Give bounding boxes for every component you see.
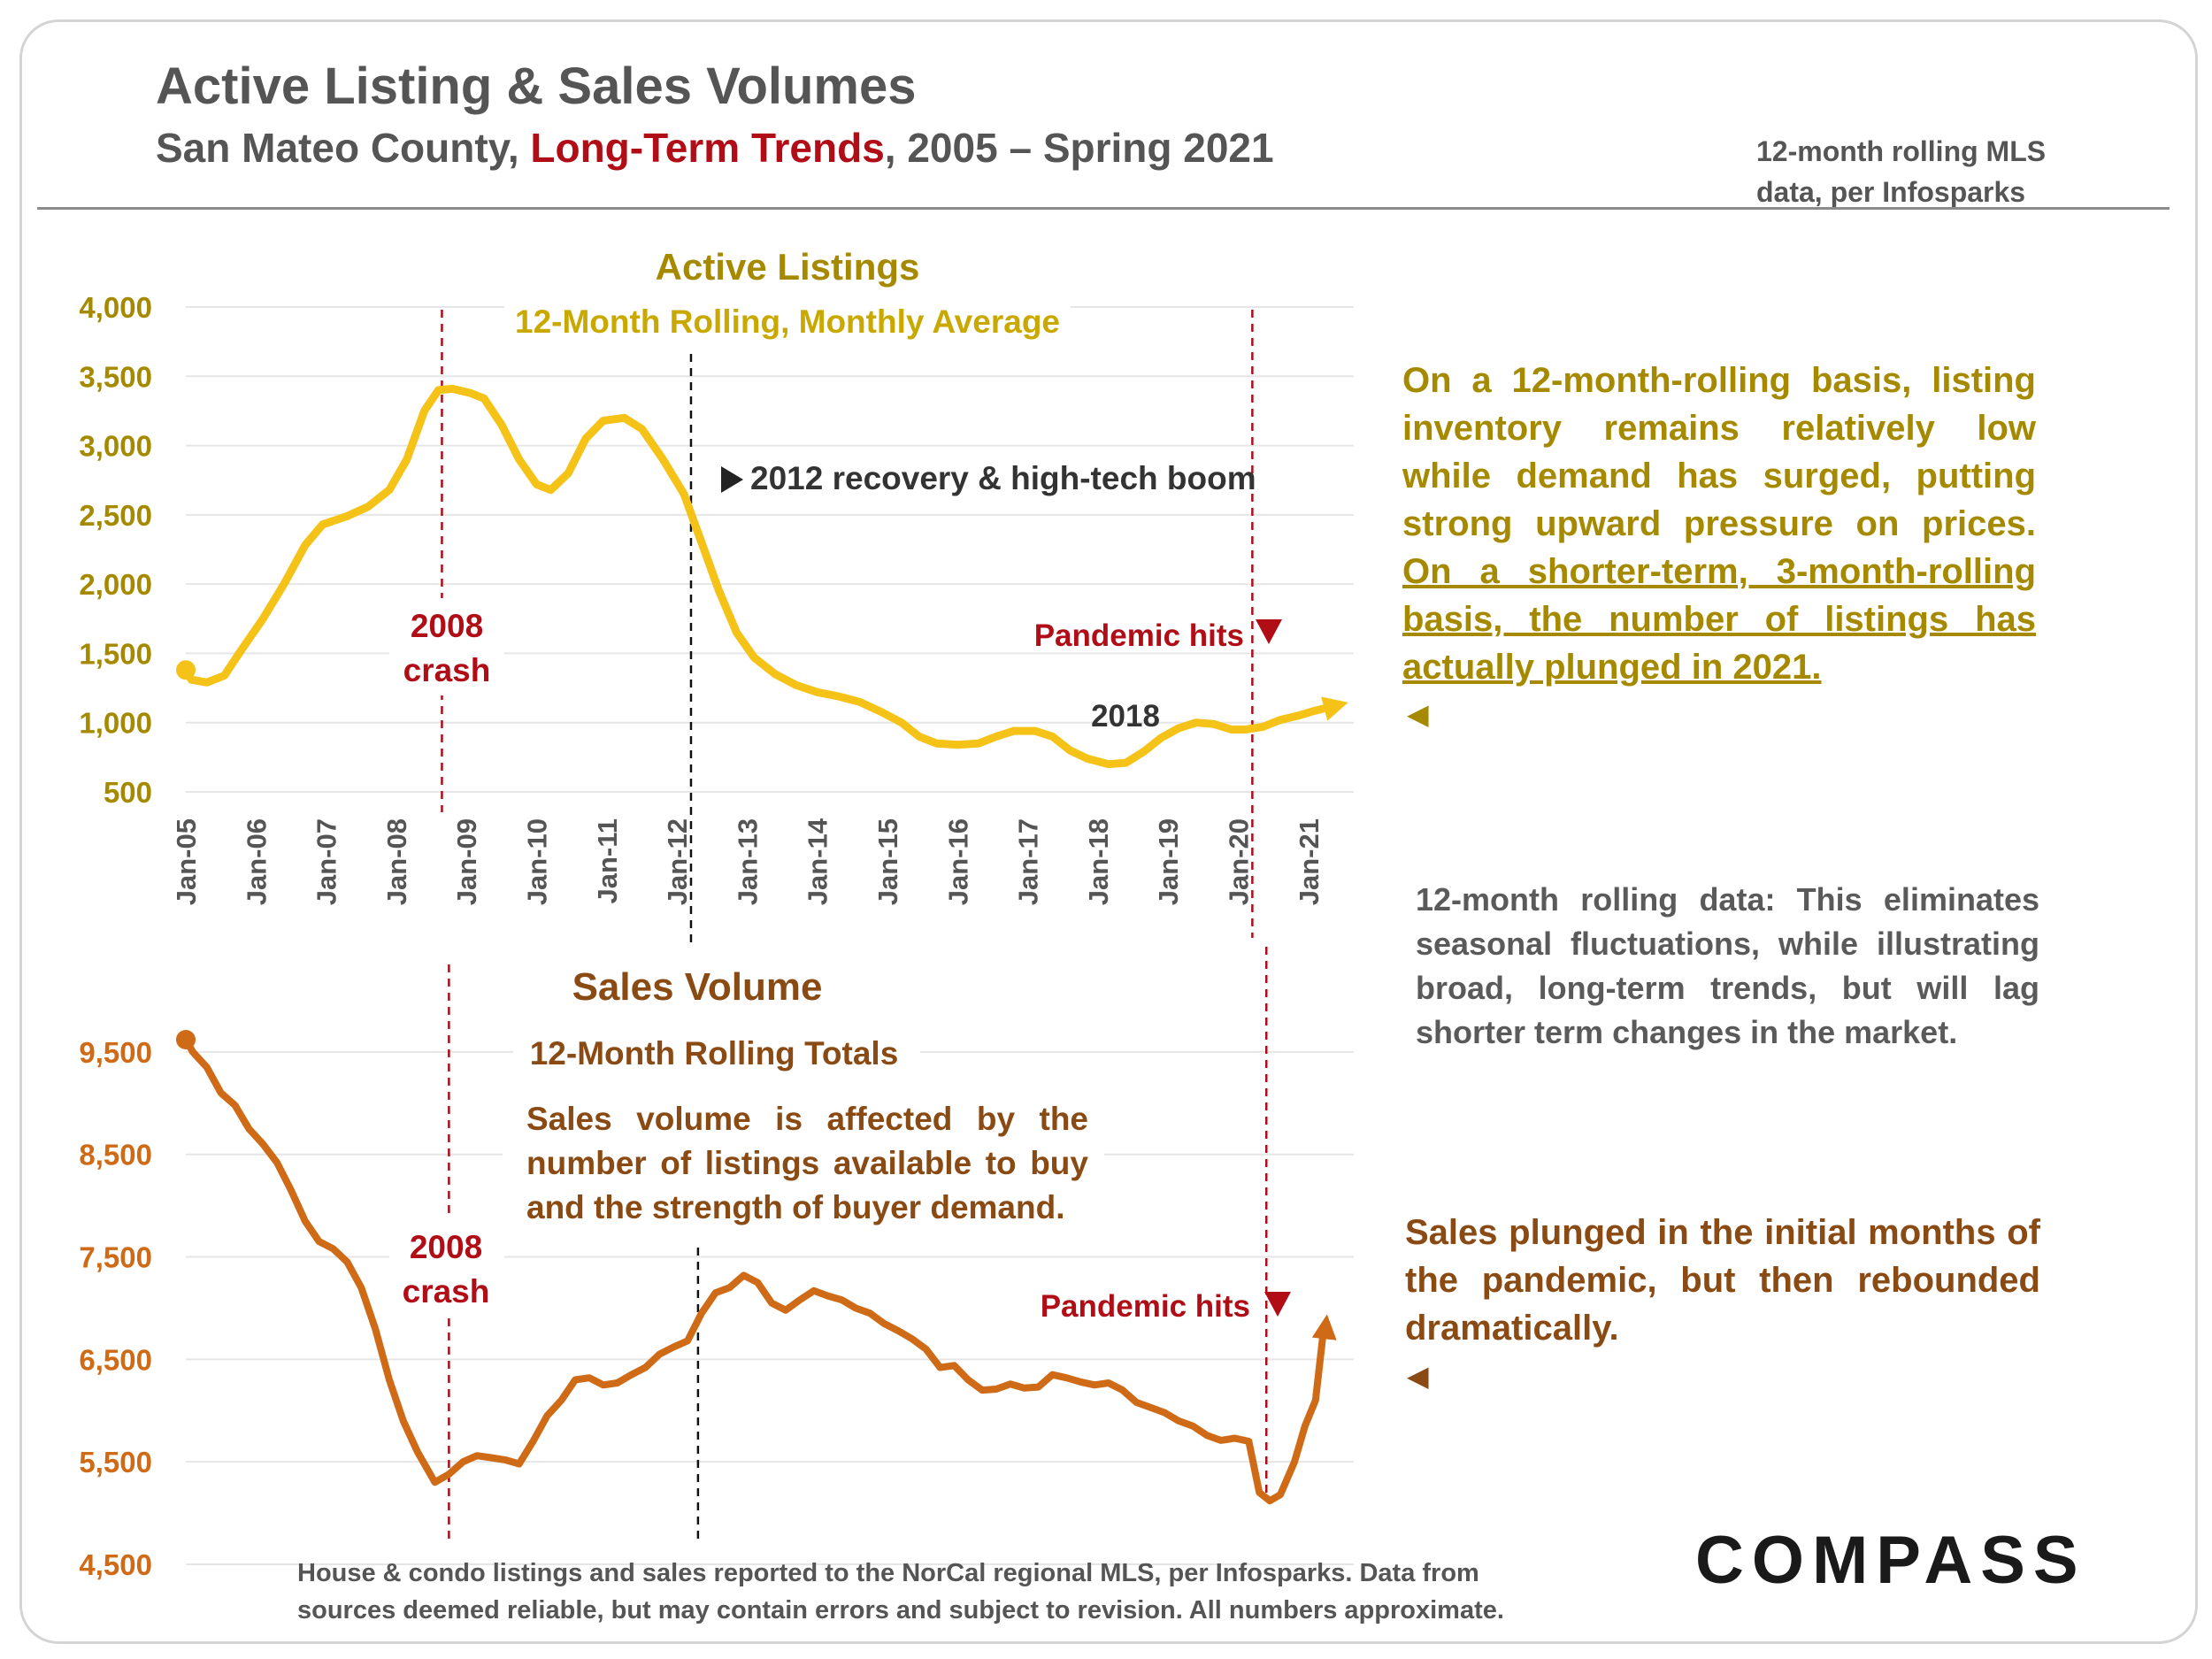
sales-crash-label: 2008 — [410, 1229, 482, 1265]
listings-crash-label: 2008 — [411, 608, 483, 644]
listings-x-tick-label: Jan-15 — [872, 818, 903, 905]
sales-commentary: Sales plunged in the initial months of t… — [1405, 1213, 2040, 1348]
sales-pandemic-marker-icon — [1264, 1292, 1291, 1317]
listings-x-tick-label: Jan-11 — [592, 818, 623, 904]
listings-y-tick-label: 3,500 — [79, 360, 152, 393]
listings-x-tick-label: Jan-21 — [1294, 818, 1325, 905]
subtitle-prefix: San Mateo County, — [156, 125, 531, 171]
sales-explainer-backdrop — [503, 1090, 1104, 1232]
listings-commentary-text: On a 12-month-rolling basis, listing inv… — [1402, 361, 2036, 543]
sales-series-end-arrow — [1311, 1314, 1337, 1340]
listings-y-tick-label: 1,500 — [79, 637, 152, 670]
source-note-line-2: data, per Infosparks — [1756, 176, 2026, 208]
listings-x-tick-label: Jan-07 — [311, 818, 342, 905]
listings-x-tick-label: Jan-14 — [803, 818, 833, 905]
sales-y-tick-label: 8,500 — [79, 1139, 152, 1171]
sales-series-start-marker — [176, 1030, 196, 1050]
listings-x-tick-label: Jan-05 — [171, 818, 202, 905]
listings-crash-label: crash — [403, 652, 491, 688]
listings-chart-subtitle: 12-Month Rolling, Monthly Average — [515, 303, 1060, 340]
listings-y-tick-label: 1,000 — [79, 707, 152, 740]
listings-x-tick-label: Jan-06 — [241, 818, 272, 905]
listings-year-label: 2018 — [1091, 699, 1160, 733]
listings-series-line — [181, 384, 1327, 769]
sales-subtitle-backdrop — [513, 1031, 920, 1082]
source-note: 12-month rolling MLS data, per Infospark… — [1756, 131, 2046, 212]
page-title: Active Listing & Sales Volumes — [156, 58, 917, 115]
listings-x-tick-label: Jan-09 — [451, 818, 482, 905]
recovery-arrow-icon — [721, 466, 743, 493]
listings-subtitle-backdrop — [504, 299, 1071, 347]
listings-chart-title: Active Listings — [656, 246, 920, 288]
subtitle-highlight: Long-Term Trends — [530, 125, 885, 171]
listings-x-tick-label: Jan-20 — [1224, 818, 1255, 905]
footer-disclaimer: House & condo listings and sales reporte… — [297, 1559, 1504, 1624]
sales-y-tick-label: 5,500 — [79, 1446, 152, 1479]
source-note-line-1: 12-month rolling MLS — [1756, 135, 2047, 167]
listings-pointer-icon: ◀ — [1407, 698, 1429, 730]
sales-y-tick-label: 9,500 — [79, 1036, 152, 1069]
listings-y-tick-label: 4,000 — [79, 291, 152, 324]
sales-pandemic-label: Pandemic hits — [1041, 1289, 1250, 1324]
listings-crash-label-backdrop — [389, 598, 504, 695]
listings-x-tick-label: Jan-18 — [1083, 818, 1114, 905]
listings-series-start-marker — [176, 660, 196, 680]
compass-logo: COMPASS — [1695, 1523, 2086, 1598]
listings-x-tick-label: Jan-12 — [662, 818, 693, 905]
sales-series-line — [182, 1036, 1326, 1505]
listings-x-tick-label: Jan-19 — [1153, 818, 1184, 905]
listings-y-tick-label: 2,500 — [79, 499, 152, 532]
sales-y-tick-label: 4,500 — [79, 1548, 152, 1581]
page-subtitle: San Mateo County, Long-Term Trends, 2005… — [156, 124, 1274, 172]
sales-y-tick-label: 6,500 — [79, 1343, 152, 1376]
listings-x-tick-label: Jan-10 — [522, 818, 553, 905]
sales-crash-label-backdrop — [389, 1217, 504, 1315]
listings-series-end-arrow — [1321, 696, 1348, 721]
header-divider — [37, 207, 2170, 210]
sales-title-backdrop — [491, 956, 907, 1018]
sales-pointer-icon: ◀ — [1407, 1360, 1429, 1392]
listings-x-tick-label: Jan-16 — [942, 818, 973, 905]
listings-y-tick-label: 500 — [104, 776, 152, 809]
listings-pandemic-label: Pandemic hits — [1034, 618, 1244, 653]
sales-chart-subtitle: 12-Month Rolling Totals — [530, 1035, 899, 1071]
listings-commentary: On a 12-month-rolling basis, listing inv… — [1402, 357, 2036, 691]
sales-y-tick-label: 7,500 — [79, 1241, 152, 1274]
listings-y-tick-label: 2,000 — [79, 568, 152, 601]
sales-crash-label: crash — [403, 1273, 490, 1310]
listings-y-tick-label: 3,000 — [79, 430, 152, 463]
listings-title-backdrop — [611, 239, 964, 292]
listings-recovery-label: 2012 recovery & high-tech boom — [750, 460, 1256, 496]
sales-explainer: Sales volume is affected by the number o… — [526, 1101, 1088, 1225]
listings-commentary-underlined: On a shorter-term, 3-month-rolling basis… — [1402, 552, 2036, 687]
slide-card — [19, 19, 2198, 1644]
listings-x-tick-label: Jan-08 — [381, 818, 412, 905]
sales-chart-title: Sales Volume — [572, 965, 823, 1009]
listings-x-tick-label: Jan-17 — [1013, 818, 1044, 905]
subtitle-suffix: , 2005 – Spring 2021 — [884, 125, 1274, 171]
listings-pandemic-marker-icon — [1256, 619, 1282, 644]
listings-x-tick-label: Jan-13 — [732, 818, 763, 905]
rolling-data-note: 12-month rolling data: This eliminates s… — [1416, 881, 2039, 1050]
